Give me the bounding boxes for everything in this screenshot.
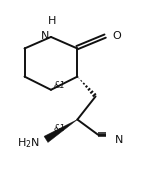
Text: H$_2$N: H$_2$N [17,137,40,150]
Text: &1: &1 [53,81,65,90]
Polygon shape [44,120,77,142]
Text: N: N [115,135,123,145]
Text: H: H [48,16,56,26]
Text: O: O [112,31,121,41]
Text: &1: &1 [53,124,65,133]
Text: N: N [41,31,49,41]
